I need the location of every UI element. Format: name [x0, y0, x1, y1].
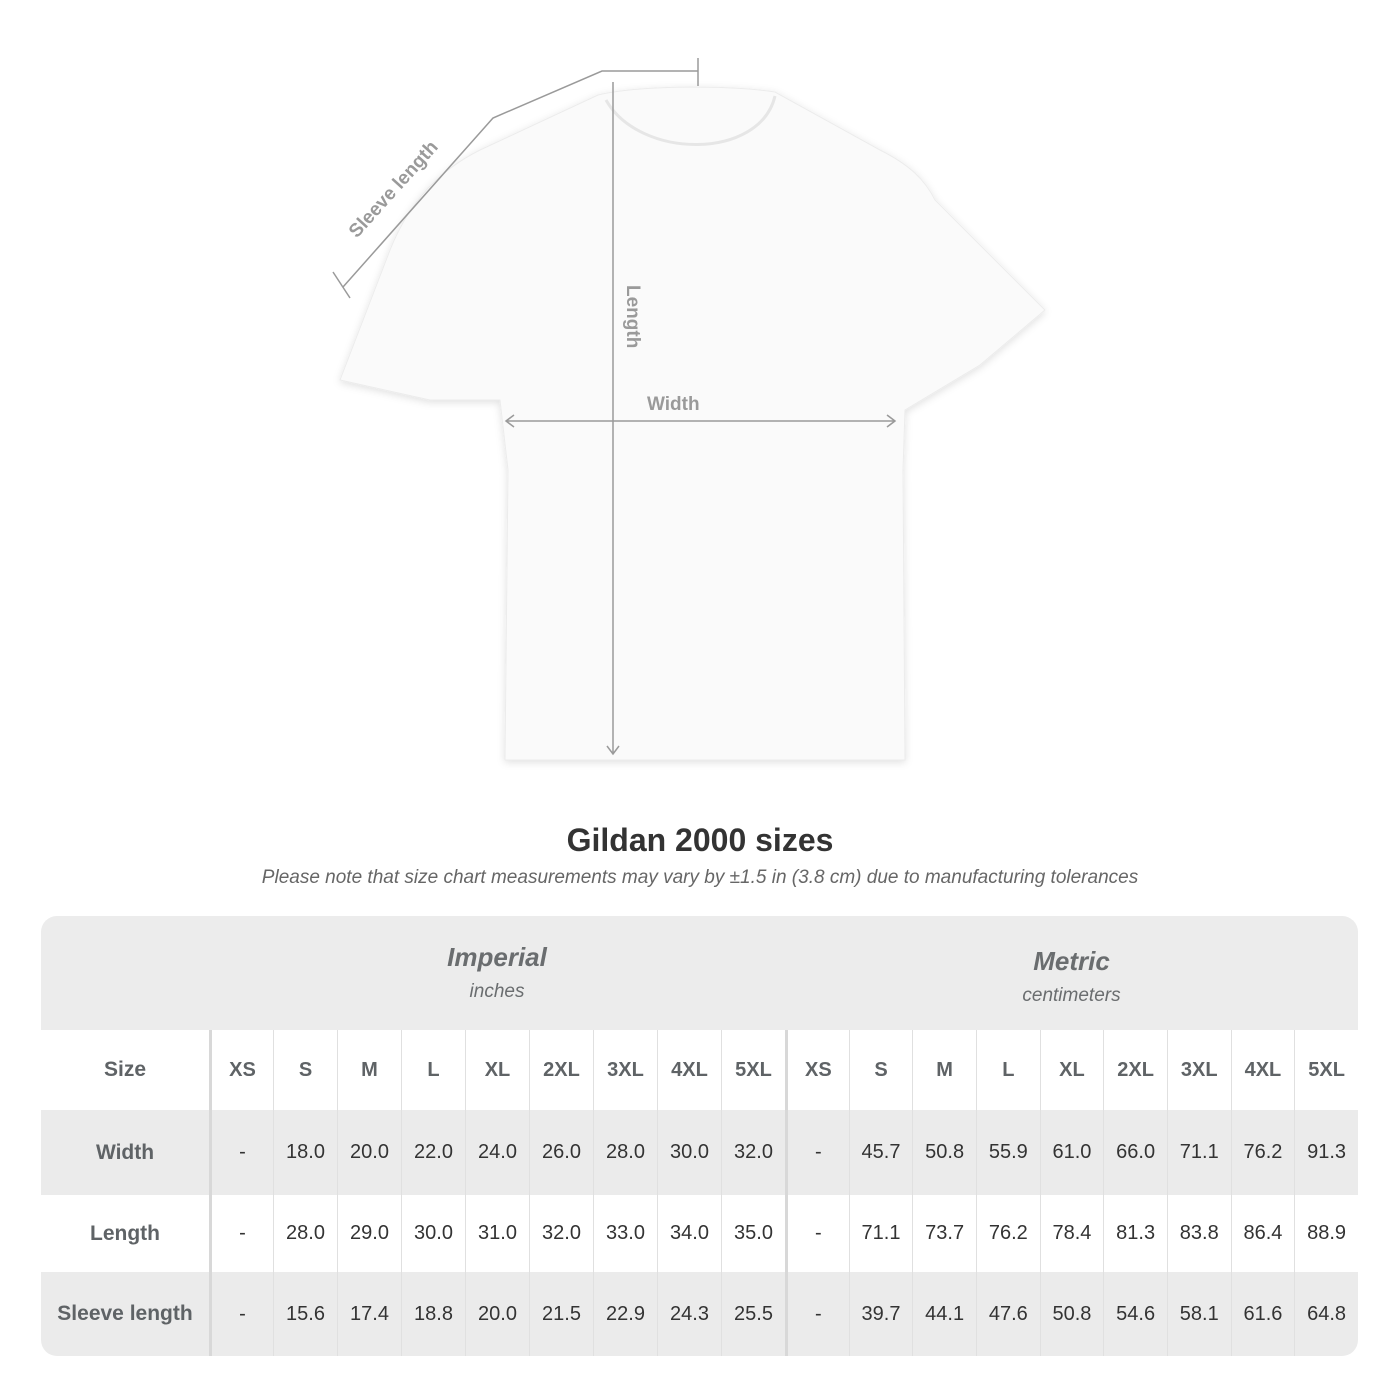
metric-size-header: XL: [1039, 1030, 1104, 1110]
table-row: Sleeve length -15.6 17.4 18.8 20.0 21.5 22.9 24…: [41, 1272, 1358, 1356]
metric-value-cell: 47.6: [975, 1272, 1040, 1356]
metric-value-cell: 86.4: [1230, 1195, 1295, 1272]
metric-value-cell: 78.4: [1039, 1195, 1104, 1272]
metric-value-cell: 44.1: [912, 1272, 976, 1356]
metric-value-cell: 61.6: [1230, 1272, 1295, 1356]
metric-value-cell: 61.0: [1039, 1110, 1104, 1195]
row-label: Sleeve length: [57, 1302, 193, 1325]
metric-size-header: 3XL: [1166, 1030, 1231, 1110]
imperial-value-cell: 34.0: [657, 1195, 721, 1272]
imperial-size-header: 5XL: [721, 1030, 785, 1110]
metric-value-cell: 45.7: [848, 1110, 913, 1195]
metric-size-header: M: [912, 1030, 976, 1110]
imperial-value-cell: 24.0: [465, 1110, 529, 1195]
imperial-value-cell: 22.9: [593, 1272, 657, 1356]
metric-value-cell: 39.7: [848, 1272, 913, 1356]
metric-value-cell: -: [785, 1110, 849, 1195]
imperial-value-cell: 30.0: [401, 1195, 465, 1272]
imperial-value-cell: 28.0: [593, 1110, 657, 1195]
imperial-value-cell: 21.5: [529, 1272, 593, 1356]
imperial-value-cell: 32.0: [721, 1110, 785, 1195]
metric-size-header: S: [848, 1030, 913, 1110]
imperial-value-cell: 30.0: [657, 1110, 721, 1195]
table-header-row: Size XS S M L XL 2XL 3XL 4XL 5XL XS S M L XL 2XL 3XL 4XL 5…: [41, 1030, 1358, 1110]
imperial-value-cell: 29.0: [337, 1195, 401, 1272]
imperial-size-header: XL: [465, 1030, 529, 1110]
imperial-value-cell: 20.0: [337, 1110, 401, 1195]
imperial-value-cell: 33.0: [593, 1195, 657, 1272]
imperial-value-cell: 28.0: [273, 1195, 337, 1272]
imperial-size-header: L: [401, 1030, 465, 1110]
metric-value-cell: -: [785, 1272, 849, 1356]
imperial-value-cell: -: [209, 1272, 273, 1356]
row-label: Width: [95, 1140, 155, 1164]
measurement-lines: [332, 58, 897, 756]
imperial-value-cell: -: [209, 1195, 273, 1272]
imperial-value-cell: 15.6: [273, 1272, 337, 1356]
imperial-size-header: S: [273, 1030, 337, 1110]
metric-value-cell: 88.9: [1294, 1195, 1358, 1272]
metric-value-cell: 50.8: [912, 1110, 976, 1195]
metric-value-cell: 71.1: [1166, 1110, 1231, 1195]
metric-value-cell: 50.8: [1039, 1272, 1104, 1356]
size-label: Size: [103, 1058, 147, 1081]
tshirt-image: [339, 86, 1046, 761]
size-table: Imperial inches Metric centimeters Size X…: [41, 916, 1358, 1356]
imperial-value-cell: 18.0: [273, 1110, 337, 1195]
metric-size-header: XS: [785, 1030, 849, 1110]
metric-value-cell: 58.1: [1166, 1272, 1231, 1356]
imperial-title: Imperial: [447, 942, 547, 972]
metric-unit: centimeters: [1022, 985, 1121, 1006]
imperial-value-cell: 17.4: [337, 1272, 401, 1356]
metric-value-cell: 54.6: [1103, 1272, 1167, 1356]
imperial-value-cell: 18.8: [401, 1272, 465, 1356]
metric-size-header: 5XL: [1294, 1030, 1358, 1110]
metric-value-cell: 76.2: [975, 1195, 1040, 1272]
table-row: Width -18.0 20.0 22.0 24.0 26.0 28.0 30.0 32.0-4…: [41, 1110, 1358, 1195]
width-label: Width: [647, 394, 700, 415]
page-title: Gildan 2000 sizes: [566, 822, 834, 858]
row-label: Length: [90, 1221, 160, 1245]
imperial-value-cell: 32.0: [529, 1195, 593, 1272]
metric-value-cell: 91.3: [1294, 1110, 1358, 1195]
table-row: Length -28.0 29.0 30.0 31.0 32.0 33.0 34.0 35.0-…: [41, 1195, 1358, 1272]
metric-size-header: 4XL: [1230, 1030, 1295, 1110]
metric-value-cell: 55.9: [975, 1110, 1040, 1195]
metric-value-cell: -: [785, 1195, 849, 1272]
imperial-value-cell: -: [209, 1110, 273, 1195]
imperial-size-header: 4XL: [657, 1030, 721, 1110]
imperial-header: Imperial inches: [209, 942, 785, 1003]
imperial-size-header: M: [337, 1030, 401, 1110]
metric-value-cell: 76.2: [1230, 1110, 1295, 1195]
metric-value-cell: 81.3: [1103, 1195, 1167, 1272]
metric-value-cell: 73.7: [912, 1195, 976, 1272]
metric-size-header: L: [975, 1030, 1040, 1110]
tolerance-note: Please note that size chart measurements…: [261, 867, 1139, 888]
length-label: Length: [622, 285, 643, 349]
metric-value-cell: 71.1: [848, 1195, 913, 1272]
imperial-size-header: 2XL: [529, 1030, 593, 1110]
metric-size-header: 2XL: [1103, 1030, 1167, 1110]
imperial-value-cell: 24.3: [657, 1272, 721, 1356]
metric-value-cell: 66.0: [1103, 1110, 1167, 1195]
imperial-value-cell: 31.0: [465, 1195, 529, 1272]
imperial-size-header: XS: [209, 1030, 273, 1110]
metric-header: Metric centimeters: [785, 946, 1358, 1007]
metric-value-cell: 64.8: [1294, 1272, 1358, 1356]
imperial-value-cell: 22.0: [401, 1110, 465, 1195]
imperial-size-header: 3XL: [593, 1030, 657, 1110]
imperial-value-cell: 35.0: [721, 1195, 785, 1272]
imperial-value-cell: 25.5: [721, 1272, 785, 1356]
metric-value-cell: 83.8: [1166, 1195, 1231, 1272]
tshirt-diagram: [332, 58, 1046, 761]
imperial-value-cell: 20.0: [465, 1272, 529, 1356]
imperial-unit: inches: [469, 981, 525, 1002]
table-header-band: [41, 916, 1358, 1030]
metric-title: Metric: [1033, 946, 1110, 976]
imperial-value-cell: 26.0: [529, 1110, 593, 1195]
